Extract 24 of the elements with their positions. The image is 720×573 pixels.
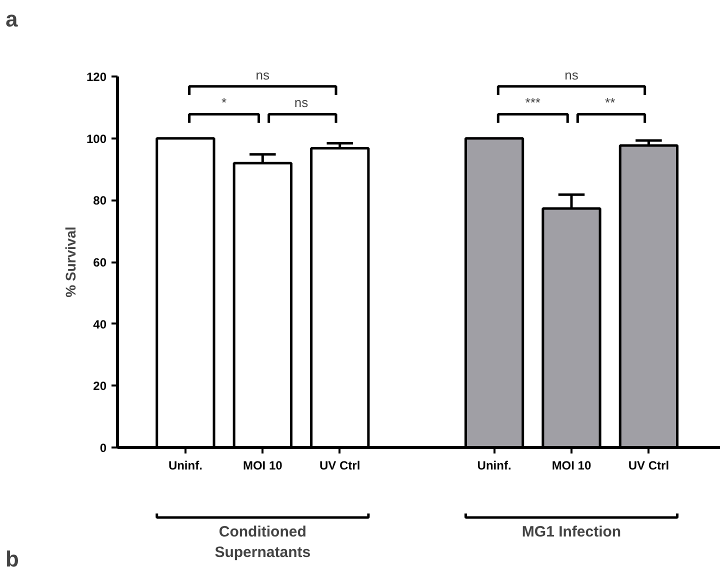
x-tick-label: MOI 10 [242, 458, 283, 472]
text: b [6, 546, 19, 572]
y-tick-label: 0 [100, 441, 107, 455]
x-tick-label: UV Ctrl [320, 458, 360, 472]
annotation: ** [605, 95, 616, 110]
y-tick-label: 100 [86, 132, 107, 146]
y-tick-label: 60 [93, 256, 107, 270]
annotation: ns [294, 95, 309, 110]
annotation: * [222, 95, 227, 110]
y-axis-title: % Survival [62, 226, 78, 298]
annotation: *** [525, 95, 540, 110]
text: Conditioned Supernatants [214, 524, 311, 561]
y-tick-label: 120 [86, 70, 107, 84]
y-tick-label: 80 [93, 194, 107, 208]
x-tick-label: UV Ctrl [628, 458, 670, 472]
annotation: ns [564, 67, 579, 82]
x-tick-label: MOI 10 [552, 458, 592, 472]
text: MG1 Infection [522, 524, 622, 540]
annotation: ns [256, 67, 270, 82]
x-tick-label: Uninf. [168, 458, 202, 472]
y-tick-label: 20 [93, 379, 107, 394]
chart-title: a [6, 6, 18, 32]
x-tick-label: Uninf. [477, 458, 512, 472]
y-tick-label: 40 [93, 317, 107, 332]
